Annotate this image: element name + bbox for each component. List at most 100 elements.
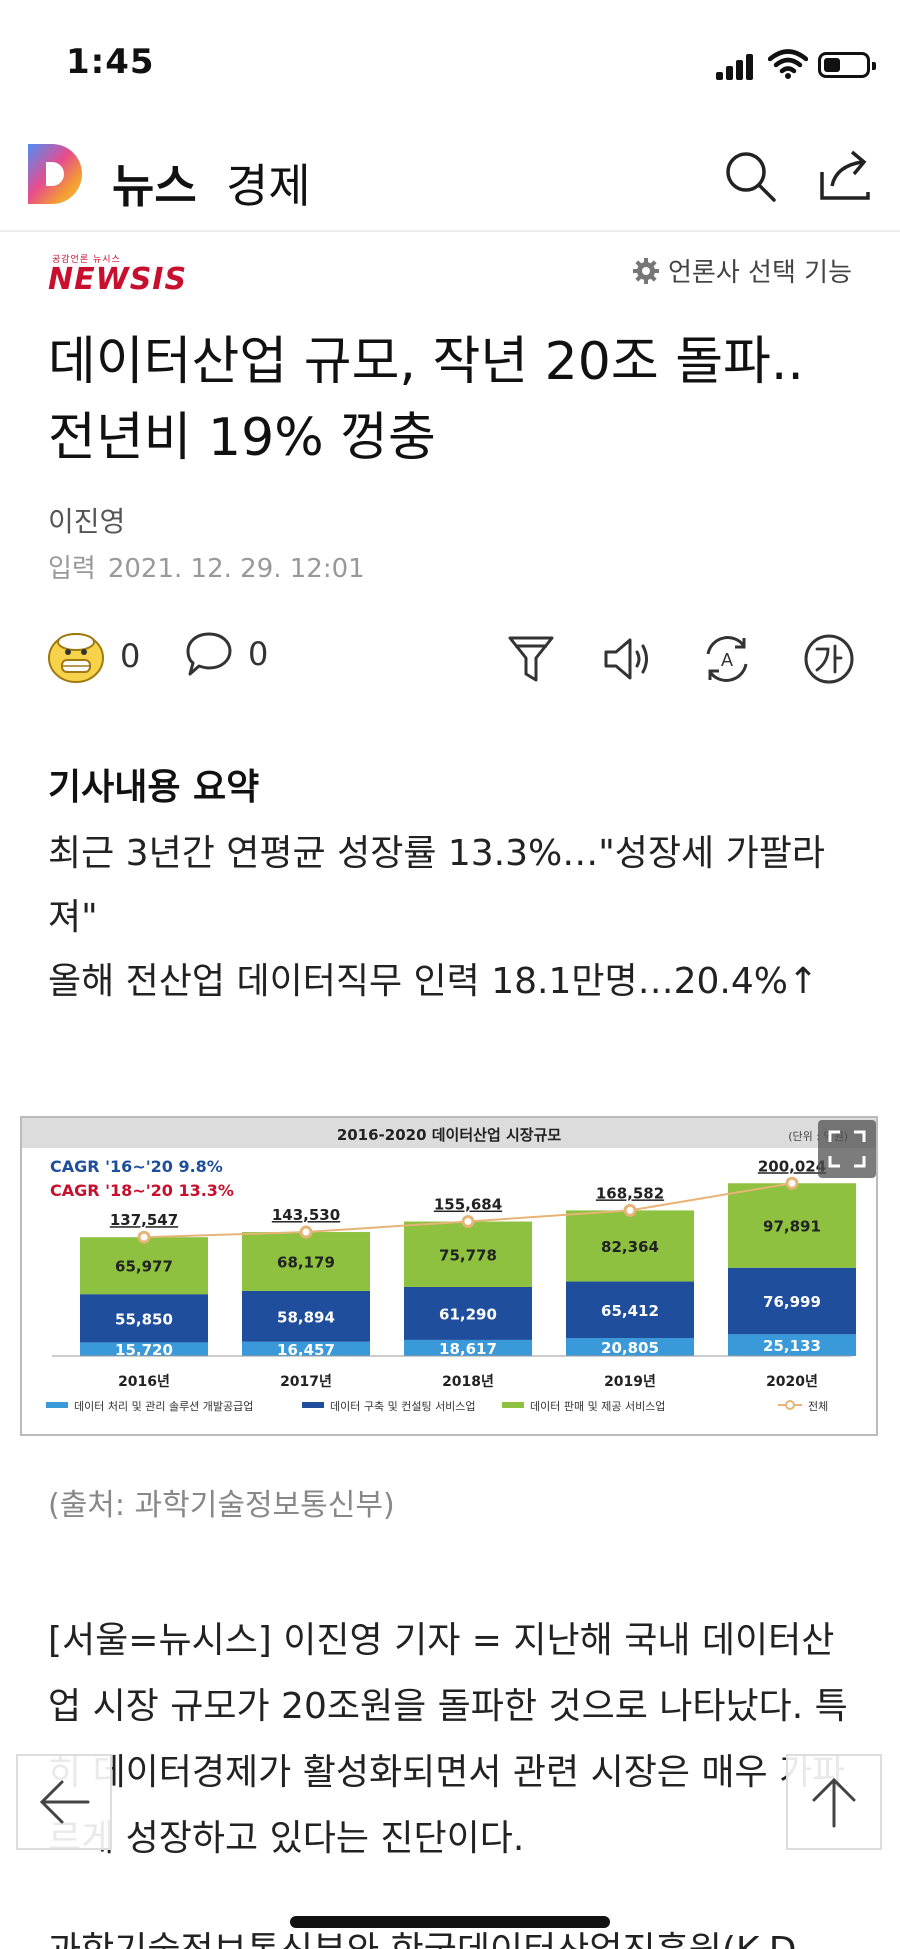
legend-label: 전체 (808, 1400, 828, 1413)
chart-bar-segment (728, 1334, 856, 1356)
legend-label: 데이터 처리 및 관리 솔루션 개발공급업 (74, 1400, 253, 1413)
chart-total-point (299, 1225, 313, 1239)
reaction-button[interactable]: 0 (46, 628, 140, 684)
chart-data-label: 15,720 (115, 1341, 173, 1359)
chart-total-point (785, 1176, 799, 1190)
svg-text:A: A (721, 650, 733, 670)
chart-total-point (623, 1203, 637, 1217)
chart-data-label: 25,133 (763, 1337, 821, 1355)
chart-bar-segment (728, 1183, 856, 1268)
chart-bar-segment (80, 1237, 208, 1295)
app-header: 뉴스 경제 (0, 128, 900, 232)
market-size-chart: 2016-2020 데이터산업 시장규모 (단위 : 억원) CAGR '16~… (22, 1118, 876, 1413)
press-name: NEWSIS (48, 262, 188, 297)
chart-total-label: 143,530 (272, 1206, 340, 1224)
chart-data-label: 18,617 (439, 1340, 497, 1358)
chart-x-tick-label: 2017년 (280, 1374, 332, 1390)
chart-bar-segment (404, 1286, 532, 1340)
chart-data-label: 75,778 (439, 1246, 497, 1264)
chart-data-label: 65,977 (115, 1258, 173, 1276)
battery-icon (818, 52, 876, 78)
reaction-count: 0 (120, 637, 141, 675)
comment-count: 0 (248, 635, 269, 673)
chart-total-point (461, 1215, 475, 1229)
arrow-left-icon (39, 1780, 90, 1824)
chart-x-tick-label: 2019년 (604, 1374, 656, 1390)
share-icon[interactable] (818, 148, 872, 202)
legend-label: 데이터 판매 및 제공 서비스업 (530, 1400, 665, 1413)
chart-data-label: 61,290 (439, 1305, 497, 1323)
emoticon-reaction-icon (48, 633, 104, 683)
chart-bar-segment (566, 1338, 694, 1356)
search-icon[interactable] (722, 148, 778, 204)
article-action-bar: 0 0 A (0, 626, 900, 690)
chart-title: 2016-2020 데이터산업 시장규모 (337, 1126, 562, 1144)
cellular-signal-icon (716, 52, 756, 80)
chart-data-label: 65,412 (601, 1302, 659, 1320)
chart-bar-segment (242, 1341, 370, 1356)
legend-swatch-point (785, 1400, 795, 1410)
chart-bar-segment (404, 1339, 532, 1356)
scroll-top-button[interactable] (786, 1754, 882, 1850)
gear-icon (633, 257, 660, 284)
press-logo[interactable]: 공감언론 뉴시스 NEWSIS (48, 250, 188, 297)
status-bar: 1:45 (0, 0, 900, 120)
chart-data-label: 55,850 (115, 1310, 173, 1328)
summary-heading: 기사내용 요약 (48, 767, 260, 808)
chart-bar-segment (404, 1221, 532, 1287)
chart-data-label: 97,891 (763, 1218, 821, 1236)
chart-cagr-1: CAGR '16~'20 9.8% (50, 1157, 223, 1176)
summary-filter-icon[interactable] (504, 632, 558, 686)
article-chart-image[interactable]: 2016-2020 데이터산업 시장규모 (단위 : 억원) CAGR '16~… (20, 1116, 878, 1436)
date-label: 입력 (48, 554, 96, 584)
legend-swatch (502, 1402, 524, 1408)
chart-x-tick-label: 2020년 (766, 1374, 818, 1390)
article-author[interactable]: 이진영 (48, 505, 126, 538)
chart-bar-segment (80, 1342, 208, 1356)
chart-total-label: 137,547 (110, 1211, 178, 1229)
translate-icon[interactable]: A (700, 632, 754, 686)
chart-data-label: 58,894 (277, 1308, 335, 1326)
daum-logo-icon[interactable] (28, 144, 86, 204)
article-body-paragraph: [서울=뉴시스] 이진영 기자 = 지난해 국내 데이터산업 시장 규모가 20… (48, 1620, 848, 1859)
comment-button[interactable]: 0 (184, 630, 268, 678)
article-title: 데이터산업 규모, 작년 20조 돌파.. 전년비 19% 껑충 (48, 332, 804, 468)
section-title[interactable]: 경제 (226, 159, 311, 213)
legend-swatch (302, 1402, 324, 1408)
chart-bar-segment (242, 1290, 370, 1342)
summary-line-1: 최근 3년간 연평균 성장률 13.3%…"성장세 가팔라져" (48, 833, 825, 938)
chart-total-point (137, 1230, 151, 1244)
chart-total-label: 168,582 (596, 1184, 664, 1202)
expand-image-icon[interactable] (818, 1120, 876, 1178)
chart-cagr-2: CAGR '18~'20 13.3% (50, 1181, 234, 1200)
wifi-icon (768, 49, 808, 79)
home-indicator[interactable] (290, 1916, 610, 1928)
app-title[interactable]: 뉴스 (112, 159, 197, 213)
font-size-icon[interactable] (802, 632, 856, 686)
date-value: 2021. 12. 29. 12:01 (107, 554, 365, 584)
chart-bar-segment (566, 1210, 694, 1282)
chart-data-label: 16,457 (277, 1341, 335, 1359)
legend-swatch (46, 1402, 68, 1408)
comment-bubble-icon (186, 632, 232, 676)
back-button[interactable] (16, 1754, 112, 1850)
chart-data-label: 68,179 (277, 1253, 335, 1271)
legend-label: 데이터 구축 및 컨설팅 서비스업 (330, 1400, 476, 1413)
article-body-paragraph-2: 과학기술정보통신부와 한국데이터산업진흥원(K-D (48, 1918, 862, 1949)
status-time: 1:45 (66, 42, 155, 82)
chart-title-bar (22, 1118, 876, 1148)
chart-data-label: 82,364 (601, 1238, 659, 1256)
article-date: 입력 2021. 12. 29. 12:01 (48, 548, 365, 585)
chart-data-label: 76,999 (763, 1293, 821, 1311)
speaker-icon[interactable] (600, 632, 654, 686)
chart-total-label: 155,684 (434, 1196, 502, 1214)
chart-bar-segment (566, 1281, 694, 1339)
article-summary: 최근 3년간 연평균 성장률 13.3%…"성장세 가팔라져" 올해 전산업 데… (48, 822, 862, 1014)
chart-total-label: 200,024 (758, 1157, 826, 1175)
image-caption: (출처: 과학기술정보통신부) (48, 1488, 395, 1523)
chart-bar-segment (242, 1232, 370, 1291)
press-slogan: 공감언론 뉴시스 (52, 255, 121, 265)
chart-x-tick-label: 2018년 (442, 1374, 494, 1390)
press-select-button[interactable]: 언론사 선택 기능 (632, 252, 852, 289)
chart-data-label: 20,805 (601, 1339, 659, 1357)
